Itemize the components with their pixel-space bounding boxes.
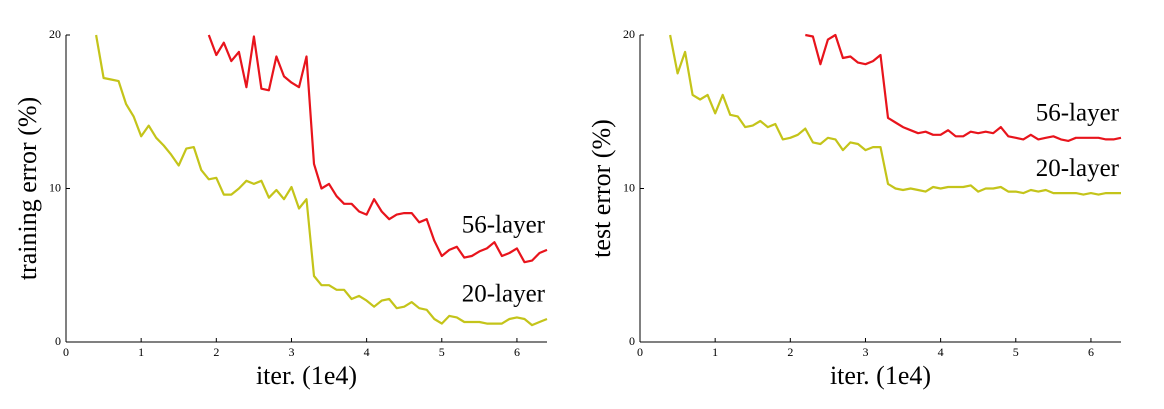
x-axis-label: iter. (1e4) bbox=[256, 361, 357, 390]
series-line bbox=[95, 34, 548, 327]
series-line bbox=[805, 33, 1122, 142]
y-tick-label: 0 bbox=[629, 334, 635, 348]
y-axis-label: training error (%) bbox=[13, 97, 42, 280]
series-label: 56-layer bbox=[462, 212, 546, 239]
x-tick-label: 6 bbox=[1088, 345, 1094, 359]
series-line bbox=[207, 34, 548, 264]
series-label: 56-layer bbox=[1036, 100, 1120, 127]
x-tick-label: 2 bbox=[213, 345, 219, 359]
x-tick-label: 0 bbox=[63, 345, 69, 359]
x-tick-label: 5 bbox=[1013, 345, 1019, 359]
x-tick-label: 3 bbox=[862, 345, 868, 359]
x-tick-label: 4 bbox=[364, 345, 370, 359]
y-tick-label: 10 bbox=[623, 180, 635, 194]
series-line bbox=[669, 34, 1121, 196]
x-axis-label: iter. (1e4) bbox=[830, 361, 931, 390]
y-tick-label: 20 bbox=[49, 27, 61, 41]
y-tick-label: 0 bbox=[55, 334, 61, 348]
series-label: 20-layer bbox=[1036, 155, 1120, 182]
x-tick-label: 0 bbox=[637, 345, 643, 359]
y-tick-label: 10 bbox=[49, 180, 61, 194]
x-tick-label: 1 bbox=[138, 345, 144, 359]
y-axis-label: test error (%) bbox=[587, 119, 616, 258]
x-tick-label: 5 bbox=[439, 345, 445, 359]
y-tick-label: 20 bbox=[623, 27, 635, 41]
x-tick-label: 3 bbox=[288, 345, 294, 359]
x-tick-label: 1 bbox=[712, 345, 718, 359]
x-tick-label: 2 bbox=[787, 345, 793, 359]
series-label: 20-layer bbox=[462, 281, 546, 308]
x-tick-label: 4 bbox=[938, 345, 944, 359]
x-tick-label: 6 bbox=[514, 345, 520, 359]
